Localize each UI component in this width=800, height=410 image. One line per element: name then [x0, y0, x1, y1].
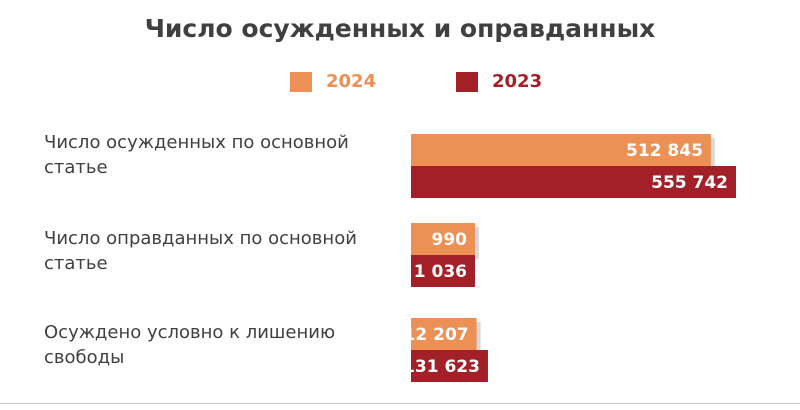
legend-swatch-2023: [456, 72, 478, 92]
bar-suspended-2023: [411, 350, 488, 382]
data-label-suspended-2024: 112 207: [392, 325, 469, 345]
data-label-suspended-2023: 131 623: [403, 357, 480, 377]
category-label-convicted: Число осужденных по основной статье: [44, 132, 349, 178]
data-label-convicted-2023: 555 742: [651, 173, 728, 193]
bar-convicted-2024: [411, 134, 711, 166]
bar-acquitted-2024: [411, 223, 475, 255]
data-label-acquitted-2024: 990: [432, 230, 468, 250]
category-label-acquitted: Число оправданных по основной статье: [44, 228, 357, 274]
bar-acquitted-2023: [411, 255, 475, 287]
category-label-suspended: Осуждено условно к лишению свободы: [44, 322, 336, 368]
bottom-divider: [0, 403, 800, 404]
legend-swatch-2024: [290, 72, 312, 92]
data-label-convicted-2024: 512 845: [626, 141, 703, 161]
legend-label-2024: 2024: [326, 71, 377, 92]
bar-suspended-2024: [411, 318, 477, 350]
chart-title: Число осужденных и оправданных: [144, 14, 656, 43]
legend-label-2023: 2023: [492, 71, 543, 92]
data-label-acquitted-2023: 1 036: [414, 262, 467, 282]
bar-convicted-2023: [411, 166, 736, 198]
